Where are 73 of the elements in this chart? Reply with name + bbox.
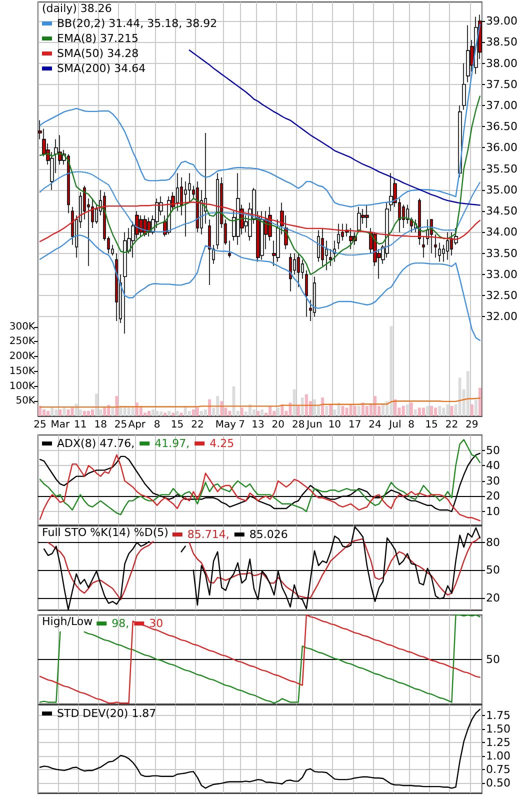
y2-tick-label: 200K [9, 351, 36, 362]
y-tick-label: 34.00 [486, 226, 518, 239]
x-tick-label: Mar [50, 420, 71, 430]
x-tick-label: 17 [348, 420, 362, 430]
y-tick-label: 0.50 [486, 776, 510, 790]
series-label: 30 [149, 617, 164, 630]
x-tick-label: 8 [154, 420, 160, 430]
y-tick-label: 36.50 [486, 120, 518, 134]
chart-title: High/Low [42, 615, 93, 628]
y-tick-label: 33.00 [486, 268, 518, 281]
y2-tick-label: 250K [9, 336, 36, 348]
x-tick-label: 7 [238, 420, 246, 430]
x-tick-label: 29 [466, 420, 478, 430]
x-tick-label: 11 [74, 420, 87, 430]
y-tick-label: 30 [486, 474, 500, 488]
y-tick-label: 37.50 [486, 78, 518, 91]
x-tick-label: 25 [34, 420, 46, 430]
y-tick-label: 32.00 [486, 310, 518, 324]
chart-title: Full STO %K(14) %D(5) [42, 526, 168, 539]
x-tick-label: 8 [408, 420, 415, 430]
x-tick-label: 13 [252, 420, 264, 430]
y-tick-label: 32.50 [486, 289, 518, 302]
legend-label: BB(20,2) 31.44, 35.18, 38.92 [57, 17, 218, 30]
y2-tick-label: 150K [9, 366, 36, 377]
x-tick-label: 24 [368, 420, 382, 430]
y-tick-label: 35.00 [486, 183, 518, 196]
y2-tick-label: 300K [9, 321, 36, 332]
y-tick-label: 40 [486, 459, 500, 472]
y-tick-label: 38.00 [486, 56, 518, 70]
legend-label: 41.97, [154, 437, 190, 450]
y-tick-label: 1.50 [486, 722, 510, 736]
x-tick-label: Jun [306, 420, 322, 430]
legend-label: ADX(8) 47.76, [57, 437, 135, 450]
x-tick-label: 25 [114, 420, 128, 430]
y-tick-label: 33.50 [486, 246, 518, 260]
x-tick-label: Jul [388, 420, 402, 430]
y-tick-label: 20 [486, 591, 500, 604]
y-tick-label: 80 [486, 536, 500, 550]
legend-label: SMA(50) 34.28 [57, 47, 139, 60]
y-tick-label: 35.50 [486, 162, 518, 176]
y-tick-label: 1.75 [486, 709, 510, 722]
y-tick-label: 36.00 [486, 141, 518, 154]
x-tick-label: 22 [191, 420, 204, 430]
y-tick-label: 0.75 [486, 762, 510, 776]
y-tick-label: 10 [486, 505, 500, 518]
legend-label: SMA(200) 34.64 [57, 62, 146, 75]
legend-label: 98, [112, 617, 130, 630]
x-tick-label: May [215, 420, 236, 430]
x-tick-label: 28 [292, 420, 305, 430]
y-tick-label: 50 [486, 444, 500, 457]
legend-label: STD DEV(20) 1.87 [57, 707, 156, 720]
legend-label: 85.026 [249, 528, 288, 541]
y-tick-label: 1.00 [486, 749, 510, 762]
x-tick-label: 18 [94, 420, 107, 430]
y-tick-label: 1.25 [486, 736, 510, 750]
x-tick-label: 15 [425, 420, 438, 430]
legend-label: 85.714, [187, 528, 230, 541]
y-tick-label: 38.50 [486, 36, 518, 49]
x-tick-label: 15 [170, 420, 184, 430]
y2-tick-label: 100K [9, 380, 36, 392]
x-tick-label: 20 [272, 420, 285, 430]
y2-tick-label: 50K [16, 396, 36, 407]
y-tick-label: 39.00 [486, 14, 518, 28]
x-tick-label: Apr [128, 420, 146, 430]
legend-label: EMA(8) 37.215 [57, 32, 139, 45]
x-tick-label: 10 [328, 420, 342, 430]
x-tick-label: 22 [445, 420, 458, 430]
legend-label: 4.25 [210, 437, 234, 450]
y-tick-label: 20 [486, 490, 500, 503]
y-tick-label: 34.50 [486, 204, 518, 218]
y-tick-label: 50 [486, 564, 500, 577]
y-tick-label: 37.00 [486, 99, 518, 112]
chart-title: (daily) 38.26 [42, 2, 112, 15]
